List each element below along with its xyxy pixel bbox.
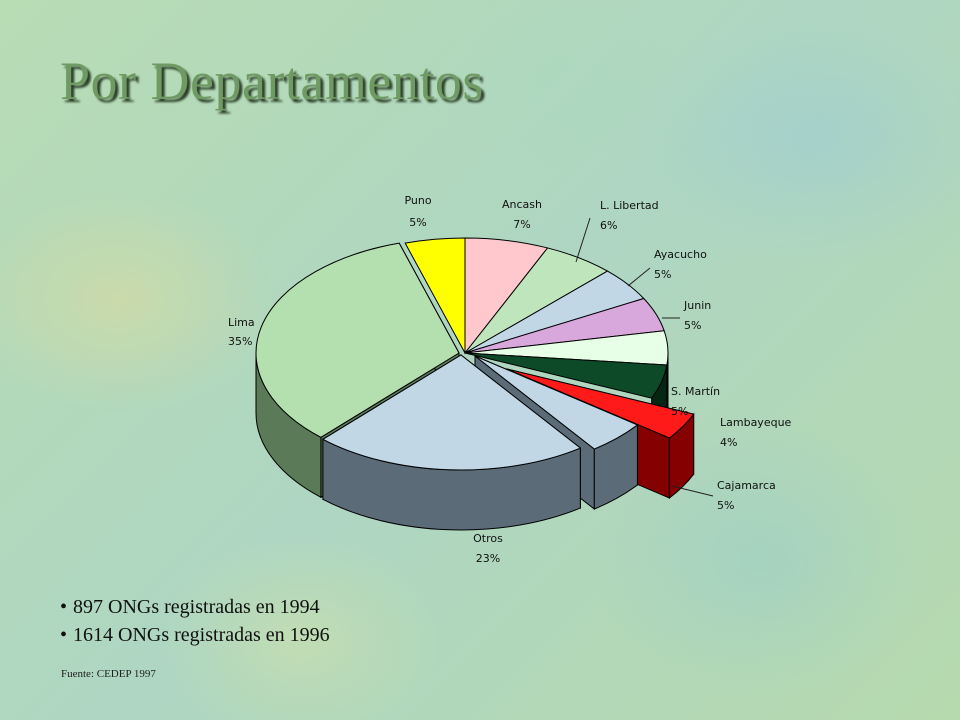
slice-value-s-mart-n: 5% [671, 405, 688, 418]
pie-slice-lambayeque [506, 368, 695, 439]
leader-cajamarca [671, 485, 714, 497]
pie-slice-puno [404, 237, 466, 354]
pie-labels: Ancash 7% L. Libertad 6% Ayacucho 5% Junin 5% S.… [228, 194, 792, 565]
slice-label-ayacucho: Ayacucho [654, 248, 707, 261]
slice-value-ayacucho: 5% [654, 268, 671, 281]
slice-value-cajamarca: 5% [717, 499, 734, 512]
slice-label-junin: Junin [683, 299, 711, 312]
slice-label-puno: Puno [404, 194, 431, 207]
slice-label-l-libertad: L. Libertad [600, 199, 659, 212]
slice-value-otros: 23% [476, 552, 500, 565]
pie-slice-cajamarca [474, 355, 639, 450]
leader-l-libertad [575, 217, 591, 263]
slice-label-s-mart-n: S. Martín [671, 385, 720, 398]
slice-value-puno: 5% [409, 216, 426, 229]
leader-ayacucho [627, 267, 651, 287]
pie-tops [255, 237, 695, 471]
slice-value-ancash: 7% [513, 218, 530, 231]
notes-list: 897 ONGs registradas en 1994 1614 ONGs r… [60, 593, 330, 649]
slice-label-lima: Lima [228, 316, 255, 329]
slice-label-cajamarca: Cajamarca [717, 479, 776, 492]
slice-label-otros: Otros [473, 532, 503, 545]
pie-slice-s-mart-n [464, 352, 668, 399]
slice-value-lambayeque: 4% [720, 436, 737, 449]
note-1994: 897 ONGs registradas en 1994 [60, 593, 330, 621]
pie-slice-lima [255, 242, 460, 438]
pie-slice-otros [321, 354, 582, 471]
slice-label-lambayeque: Lambayeque [720, 416, 792, 429]
slice-value-junin: 5% [684, 319, 701, 332]
slice-label-ancash: Ancash [502, 198, 542, 211]
slice-value-l-libertad: 6% [600, 219, 617, 232]
source-note: Fuente: CEDEP 1997 [61, 668, 156, 680]
slice-value-lima: 35% [228, 335, 252, 348]
page-title: Por Departamentos [60, 51, 484, 111]
note-1996: 1614 ONGs registradas en 1996 [60, 621, 330, 649]
